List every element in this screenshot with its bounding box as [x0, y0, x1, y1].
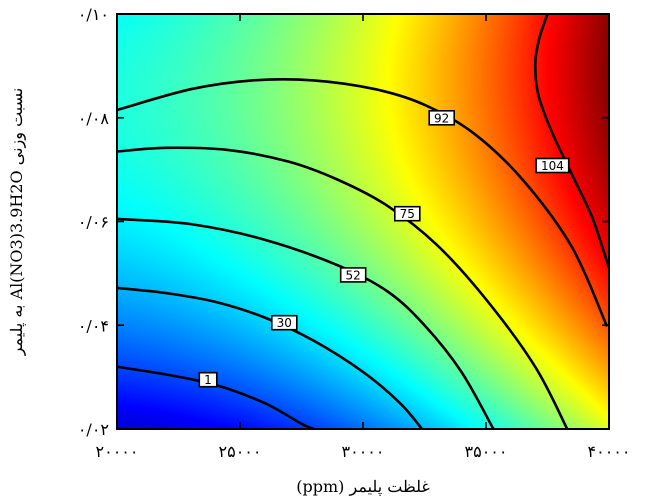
contour-label-52: 52 [339, 267, 367, 283]
y-tick-label: ۰/۱۰ [78, 5, 109, 24]
contour-label-1: 1 [198, 371, 218, 388]
y-axis-label: نسبت وزنی Al(NO3)3.9H2O به پلیمر [7, 88, 26, 357]
y-tick-label: ۰/۰۸ [78, 109, 110, 128]
y-tick-label: ۰/۰۴ [78, 316, 109, 335]
x-tick-label: ۴۰۰۰۰ [588, 442, 631, 461]
y-tick-label: ۰/۰۶ [78, 213, 109, 232]
contour-label-104: 104 [535, 157, 570, 174]
contour-line-104 [533, 14, 609, 270]
contour-label-text: 30 [277, 316, 292, 330]
contour-line-75 [117, 146, 569, 429]
contour-label-box [198, 371, 218, 388]
contour-labels: 1 30 52 75 92 104 [198, 110, 570, 388]
contour-label-box [270, 314, 298, 331]
contour-label-box [428, 110, 456, 126]
contour-label-30: 30 [270, 314, 298, 331]
x-tick-label: ۳۵۰۰۰ [465, 442, 508, 461]
contour-label-75: 75 [393, 205, 421, 222]
contour-label-text: 1 [204, 373, 212, 387]
contour-line-92 [117, 77, 608, 327]
axis-ticks: ۲۰۰۰۰ ۲۵۰۰۰ ۳۰۰۰۰ ۳۵۰۰۰ ۴۰۰۰۰ ۰/۰۲ ۰/۰۴ ۰/۰۶ ۰/۰… [78, 5, 631, 461]
x-tick-label: ۲۰۰۰۰ [96, 442, 139, 461]
contour-label-92: 92 [428, 110, 456, 126]
contour-label-box [535, 157, 570, 174]
heatmap-field [117, 14, 609, 429]
contour-line-1 [117, 365, 316, 429]
x-tick-label: ۲۵۰۰۰ [219, 442, 262, 461]
contour-label-text: 52 [346, 268, 361, 282]
contour-label-box [339, 267, 367, 283]
contour-label-text: 92 [434, 111, 449, 125]
contour-label-box [393, 205, 421, 222]
x-axis-label: غلظت پلیمر (ppm) [296, 477, 429, 496]
contour-label-text: 75 [400, 207, 415, 221]
contour-label-text: 104 [541, 159, 564, 173]
x-tick-label: ۳۰۰۰۰ [342, 442, 385, 461]
y-tick-label: ۰/۰۲ [78, 420, 109, 439]
